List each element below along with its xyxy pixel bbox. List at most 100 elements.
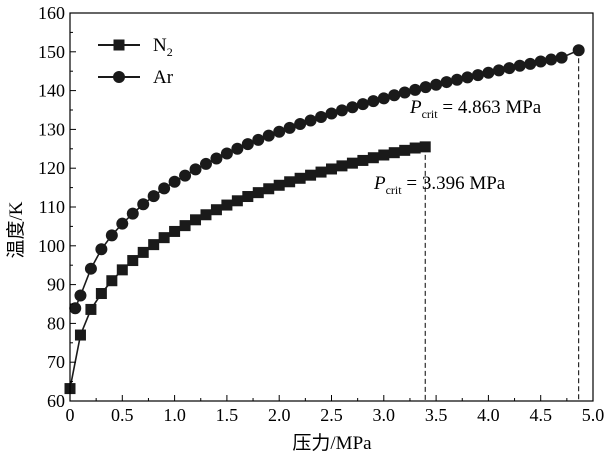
data-point-circle [74, 289, 87, 302]
data-point-circle [534, 55, 547, 68]
data-point-square [221, 199, 233, 211]
annotation-n2: Pcrit = 3.396 MPa [373, 173, 506, 197]
x-tick-label: 1.5 [216, 405, 239, 425]
data-point-circle [126, 207, 139, 220]
data-point-circle [461, 71, 474, 84]
x-tick-label: 2.5 [320, 405, 343, 425]
annotation-n2-sub: crit [386, 183, 403, 197]
data-point-circle [482, 66, 495, 79]
series-markers [64, 44, 585, 395]
legend-item-ar: Ar [98, 67, 174, 88]
data-point-circle [210, 152, 223, 165]
data-point-circle [440, 76, 453, 89]
data-point-circle [179, 169, 192, 182]
x-tick-label: 3.5 [425, 405, 448, 425]
data-point-square [210, 204, 222, 216]
y-tick-label: 130 [38, 119, 65, 139]
data-point-square [116, 264, 128, 276]
data-point-square [158, 232, 170, 244]
data-point-square [85, 303, 97, 315]
data-point-square [357, 154, 369, 166]
data-point-circle [513, 59, 526, 72]
data-point-circle [220, 147, 233, 160]
y-tick-labels: 60 70 80 90 100 110 120 130 140 150 160 [38, 3, 65, 411]
annotation-ar-rest: = 4.863 MPa [438, 97, 542, 118]
data-point-circle [199, 157, 212, 170]
data-point-circle [189, 163, 202, 176]
data-point-square [388, 147, 400, 159]
x-tick-label: 4.0 [477, 405, 500, 425]
data-point-circle [471, 69, 484, 82]
x-tick-label: 2.0 [268, 405, 291, 425]
data-point-circle [84, 262, 97, 275]
y-axis-title: 温度/K [5, 201, 27, 258]
data-point-circle [409, 83, 422, 96]
data-point-circle [398, 86, 411, 99]
data-point-circle [545, 53, 558, 66]
data-point-circle [69, 302, 82, 315]
data-point-circle [262, 129, 275, 142]
legend-label-ar: Ar [153, 67, 174, 88]
data-point-square [190, 214, 202, 226]
data-point-circle [367, 95, 380, 108]
data-point-circle [283, 121, 296, 134]
data-point-circle [147, 190, 160, 203]
x-tick-labels: 0 0.5 1.0 1.5 2.0 2.5 3.0 3.5 4.0 4.5 5.0 [66, 405, 605, 425]
data-point-square [305, 169, 317, 181]
data-point-circle [304, 114, 317, 127]
data-point-square [263, 183, 275, 195]
data-point-square [252, 187, 264, 199]
data-point-circle [137, 198, 150, 211]
data-point-square [242, 191, 254, 203]
data-point-square [231, 195, 243, 207]
annotation-n2-p: P [373, 173, 386, 194]
data-point-square [378, 149, 390, 161]
data-point-square [294, 172, 306, 184]
x-tick-label: 0.5 [111, 405, 134, 425]
data-point-circle [241, 138, 254, 151]
svg-text:N2: N2 [153, 35, 173, 59]
y-tick-label: 60 [47, 391, 65, 411]
data-point-circle [95, 243, 108, 256]
data-point-circle [335, 104, 348, 117]
data-point-square [137, 246, 149, 258]
data-point-circle [158, 182, 171, 195]
data-point-square [95, 288, 107, 300]
data-point-square [326, 163, 337, 175]
y-tick-label: 70 [47, 352, 65, 372]
x-tick-label: 1.0 [163, 405, 186, 425]
x-tick-label: 0 [66, 405, 75, 425]
y-tick-label: 100 [38, 236, 65, 256]
legend-label-n2-sub: 2 [167, 45, 173, 59]
data-point-circle [388, 89, 401, 102]
data-point-circle [168, 175, 181, 188]
data-point-circle [325, 107, 338, 120]
data-point-circle [555, 51, 568, 64]
data-point-square [148, 239, 160, 251]
annotation-ar-sub: crit [422, 107, 439, 121]
axis-ticks [69, 12, 594, 402]
legend-marker-n2 [113, 39, 125, 51]
annotation-ar: Pcrit = 4.863 MPa [409, 97, 542, 121]
x-tick-label: 5.0 [582, 405, 605, 425]
legend-marker-ar [113, 71, 125, 83]
data-point-square [399, 144, 411, 156]
data-point-circle [572, 44, 585, 57]
data-point-square [346, 157, 358, 169]
data-point-square [315, 166, 327, 178]
y-tick-label: 140 [38, 81, 65, 101]
data-point-circle [356, 98, 369, 111]
y-tick-label: 110 [39, 197, 65, 217]
crit-lines [424, 50, 580, 401]
data-point-circle [294, 117, 307, 130]
data-point-square [106, 275, 118, 287]
data-point-square [284, 176, 296, 188]
data-point-circle [231, 142, 244, 155]
y-tick-label: 80 [47, 313, 65, 333]
data-point-square [367, 152, 379, 164]
legend: N2 Ar [98, 35, 174, 88]
x-tick-label: 4.5 [529, 405, 552, 425]
data-point-square [200, 209, 212, 221]
data-point-circle [252, 133, 265, 146]
data-point-circle [503, 62, 516, 75]
